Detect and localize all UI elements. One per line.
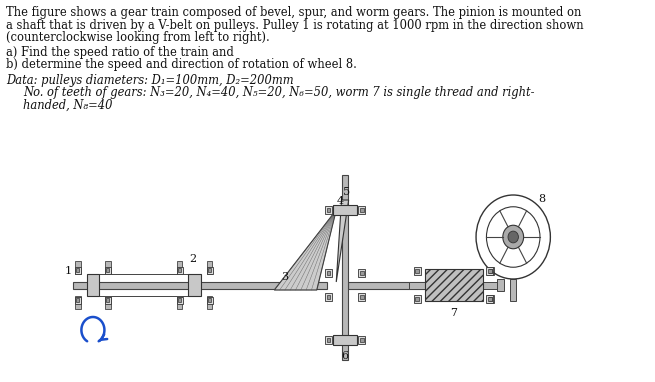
Text: handed, N₈=40: handed, N₈=40 bbox=[23, 99, 113, 112]
Bar bbox=[73, 282, 328, 288]
Bar bbox=[360, 271, 364, 275]
Bar bbox=[106, 298, 109, 302]
Text: Data: pulleys diameters: D₁=100mm, D₂=200mm: Data: pulleys diameters: D₁=100mm, D₂=20… bbox=[6, 73, 294, 86]
Bar bbox=[75, 267, 81, 274]
Bar bbox=[326, 271, 330, 275]
Bar bbox=[360, 338, 364, 342]
Polygon shape bbox=[336, 200, 348, 282]
Text: 1: 1 bbox=[65, 266, 71, 276]
Text: 3: 3 bbox=[282, 272, 288, 282]
Polygon shape bbox=[274, 210, 336, 290]
Bar bbox=[358, 336, 365, 344]
Bar bbox=[208, 268, 212, 272]
Bar bbox=[486, 295, 493, 303]
Bar bbox=[360, 295, 364, 299]
Bar bbox=[415, 297, 419, 301]
Bar bbox=[409, 282, 425, 288]
Bar bbox=[488, 297, 491, 301]
Text: a) Find the speed ratio of the train and: a) Find the speed ratio of the train and bbox=[6, 45, 234, 58]
Text: b) determine the speed and direction of rotation of wheel 8.: b) determine the speed and direction of … bbox=[6, 58, 357, 71]
Bar bbox=[487, 295, 494, 303]
Circle shape bbox=[508, 231, 518, 243]
Bar bbox=[326, 338, 330, 342]
Bar bbox=[487, 267, 494, 275]
Bar bbox=[77, 268, 79, 272]
Bar bbox=[325, 206, 332, 214]
Bar bbox=[414, 295, 421, 303]
Text: 4: 4 bbox=[337, 196, 345, 206]
Bar bbox=[489, 297, 493, 301]
Bar bbox=[326, 208, 330, 212]
Bar bbox=[489, 269, 493, 273]
Bar bbox=[497, 279, 504, 291]
Text: No. of teeth of gears: N₃=20, N₄=40, N₅=20, N₆=50, worm 7 is single thread and r: No. of teeth of gears: N₃=20, N₄=40, N₅=… bbox=[23, 86, 534, 99]
Bar bbox=[178, 268, 181, 272]
Text: 2: 2 bbox=[189, 254, 196, 264]
Bar bbox=[178, 298, 181, 302]
Bar bbox=[177, 267, 183, 274]
Bar bbox=[333, 205, 358, 215]
Bar bbox=[177, 261, 182, 274]
Bar bbox=[105, 296, 111, 309]
Bar bbox=[510, 279, 516, 301]
Text: 8: 8 bbox=[538, 194, 545, 204]
Bar bbox=[86, 274, 99, 296]
Bar bbox=[325, 336, 332, 344]
Text: The figure shows a gear train composed of bevel, spur, and worm gears. The pinio: The figure shows a gear train composed o… bbox=[6, 6, 582, 19]
Bar bbox=[342, 175, 348, 360]
Bar bbox=[488, 269, 491, 273]
Bar bbox=[358, 206, 365, 214]
Bar bbox=[106, 268, 109, 272]
Bar bbox=[105, 267, 111, 274]
Bar bbox=[358, 269, 365, 277]
Bar bbox=[348, 282, 434, 288]
Text: 6: 6 bbox=[341, 351, 348, 361]
Bar bbox=[486, 267, 493, 275]
Bar bbox=[77, 298, 79, 302]
Bar bbox=[414, 267, 421, 275]
Bar bbox=[206, 296, 213, 304]
Circle shape bbox=[503, 225, 523, 249]
Bar bbox=[105, 296, 111, 304]
Text: a shaft that is driven by a V-belt on pulleys. Pulley 1 is rotating at 1000 rpm : a shaft that is driven by a V-belt on pu… bbox=[6, 18, 584, 31]
Bar bbox=[358, 293, 365, 301]
Bar bbox=[189, 274, 201, 296]
Bar bbox=[75, 261, 81, 274]
Bar bbox=[206, 267, 213, 274]
Bar bbox=[75, 296, 81, 304]
Text: 7: 7 bbox=[451, 308, 457, 318]
Bar bbox=[208, 298, 212, 302]
Bar bbox=[360, 208, 364, 212]
Bar bbox=[333, 335, 358, 345]
Bar bbox=[326, 295, 330, 299]
Bar bbox=[177, 296, 183, 304]
Bar bbox=[425, 269, 483, 301]
Bar bbox=[207, 261, 212, 274]
Text: (counterclockwise looking from left to right).: (counterclockwise looking from left to r… bbox=[6, 31, 270, 44]
Bar bbox=[105, 261, 111, 274]
Bar bbox=[483, 282, 498, 288]
Bar bbox=[177, 296, 182, 309]
Bar bbox=[415, 269, 419, 273]
Bar bbox=[75, 296, 81, 309]
Text: 5: 5 bbox=[343, 187, 350, 197]
Bar bbox=[325, 293, 332, 301]
Bar bbox=[207, 296, 212, 309]
Bar bbox=[325, 269, 332, 277]
